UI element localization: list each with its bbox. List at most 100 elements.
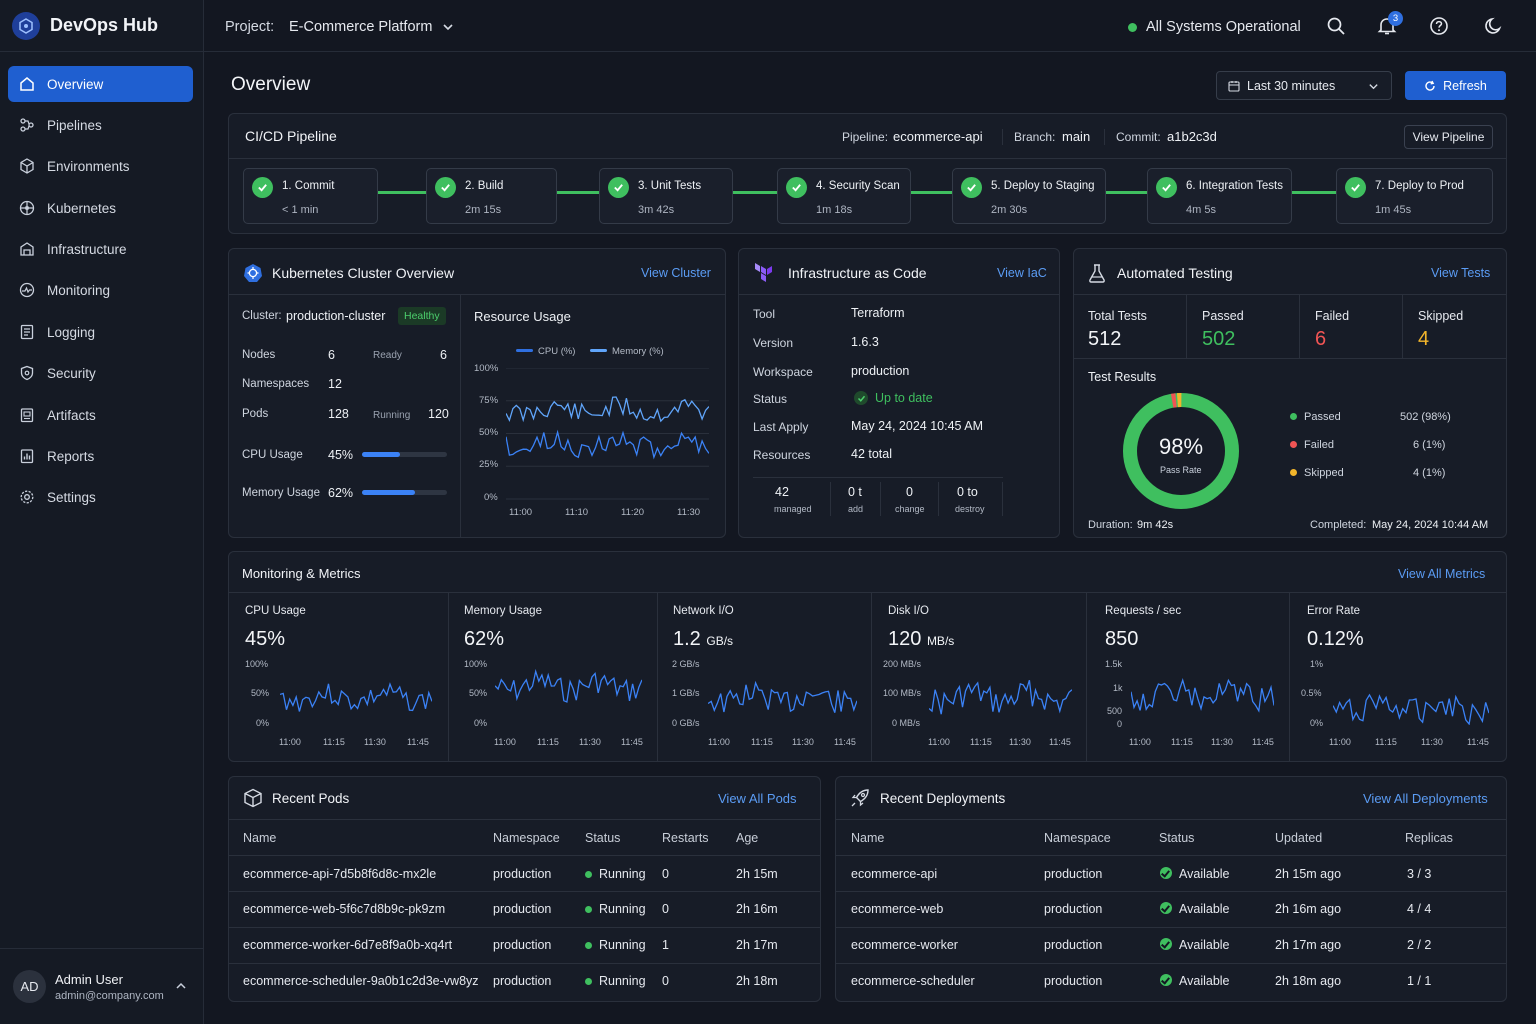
view-iac-link[interactable]: View IaC — [997, 266, 1047, 280]
column-header[interactable]: Namespace — [493, 831, 560, 845]
column-header[interactable]: Replicas — [1405, 831, 1453, 845]
top-header: Project: E-Commerce Platform All Systems… — [204, 0, 1536, 52]
column-header[interactable]: Name — [243, 831, 277, 845]
sidebar-item-kubernetes[interactable]: Kubernetes — [8, 190, 193, 226]
view-tests-link[interactable]: View Tests — [1431, 266, 1491, 280]
pipeline-stage[interactable]: 3. Unit Tests 3m 42s — [599, 168, 733, 224]
sidebar-item-logging[interactable]: Logging — [8, 314, 193, 350]
deployment-name[interactable]: ecommerce-scheduler — [851, 974, 975, 988]
deployment-name[interactable]: ecommerce-web — [851, 902, 944, 916]
check-icon — [608, 177, 629, 198]
refresh-button[interactable]: Refresh — [1405, 71, 1506, 100]
stage-name: 1. Commit — [282, 180, 335, 192]
x-tick: 11:10 — [565, 507, 589, 518]
iac-stat-value: 0 t — [848, 485, 862, 499]
sidebar-item-settings[interactable]: Settings — [8, 479, 193, 515]
deployment-status: Available — [1160, 902, 1230, 916]
project-selector[interactable]: E-Commerce Platform — [289, 14, 454, 40]
skipped-value: 4 — [1418, 328, 1430, 350]
search-icon[interactable] — [1326, 16, 1346, 36]
pipeline-stage[interactable]: 2. Build 2m 15s — [426, 168, 557, 224]
iac-row-value: 42 total — [851, 447, 893, 461]
pipeline-stage[interactable]: 6. Integration Tests 4m 5s — [1147, 168, 1292, 224]
divider — [830, 482, 831, 516]
pod-age: 2h 17m — [736, 938, 778, 952]
table-row[interactable]: ecommerce-web-5f6c7d8b9c-pk9zm productio… — [229, 892, 820, 927]
sidebar-item-monitoring[interactable]: Monitoring — [8, 272, 193, 308]
view-all-metrics-link[interactable]: View All Metrics — [1398, 567, 1486, 581]
legend-label: CPU (%) — [538, 346, 576, 357]
deployment-replicas: 1 / 1 — [1407, 974, 1432, 988]
time-range-select[interactable]: Last 30 minutes — [1216, 71, 1392, 100]
pipeline-stage[interactable]: 1. Commit < 1 min — [243, 168, 378, 224]
nodes-label: Nodes — [242, 349, 276, 361]
x-tick: 11:45 — [1467, 737, 1489, 747]
sidebar-item-security[interactable]: Security — [8, 355, 193, 391]
branch-value: main — [1062, 129, 1091, 144]
pod-name[interactable]: ecommerce-scheduler-9a0b1c2d3e-vw8yz — [243, 974, 479, 988]
brand[interactable]: DevOps Hub — [0, 0, 204, 52]
divider — [1074, 358, 1506, 359]
divider — [229, 963, 820, 964]
table-row[interactable]: ecommerce-worker production Available 2h… — [836, 928, 1506, 963]
stage-connector — [378, 191, 426, 194]
divider — [1186, 295, 1187, 358]
pass-rate-label: Pass Rate — [1160, 465, 1202, 475]
metric-value: 1.2 — [673, 628, 701, 650]
column-header[interactable]: Namespace — [1044, 831, 1111, 845]
column-header[interactable]: Status — [585, 831, 621, 845]
duration-value: 9m 42s — [1137, 519, 1174, 531]
sidebar-item-environments[interactable]: Environments — [8, 148, 193, 184]
pipeline-stage[interactable]: 4. Security Scan 1m 18s — [777, 168, 911, 224]
column-header[interactable]: Restarts — [662, 831, 709, 845]
pod-restarts: 1 — [662, 938, 669, 952]
pod-name[interactable]: ecommerce-web-5f6c7d8b9c-pk9zm — [243, 902, 446, 916]
divider — [1002, 129, 1003, 145]
moon-icon[interactable] — [1484, 16, 1504, 36]
chevron-up-icon[interactable] — [175, 980, 187, 992]
cluster-name: production-cluster — [286, 309, 386, 323]
column-header[interactable]: Name — [851, 831, 885, 845]
column-header[interactable]: Age — [736, 831, 759, 845]
pod-name[interactable]: ecommerce-api-7d5b8f6d8c-mx2le — [243, 867, 437, 881]
pod-name[interactable]: ecommerce-worker-6d7e8f9a0b-xq4rt — [243, 938, 453, 952]
pod-age: 2h 18m — [736, 974, 778, 988]
iac-stat-label: add — [848, 504, 864, 514]
column-header[interactable]: Status — [1159, 831, 1195, 845]
sidebar-item-reports[interactable]: Reports — [8, 438, 193, 474]
pipeline-stage[interactable]: 7. Deploy to Prod 1m 45s — [1336, 168, 1493, 224]
deployment-namespace: production — [1044, 938, 1103, 952]
y-tick: 0 MB/s — [892, 718, 921, 728]
table-row[interactable]: ecommerce-scheduler production Available… — [836, 964, 1506, 999]
iac-row-label: Last Apply — [753, 420, 809, 434]
sidebar-item-infrastructure[interactable]: Infrastructure — [8, 231, 193, 267]
divider — [1402, 295, 1403, 358]
view-pipeline-button[interactable]: View Pipeline — [1404, 125, 1493, 149]
deployment-name[interactable]: ecommerce-worker — [851, 938, 958, 952]
y-tick: 0% — [474, 718, 488, 728]
view-all-deployments-link[interactable]: View All Deployments — [1363, 791, 1488, 806]
table-row[interactable]: ecommerce-web production Available 2h 16… — [836, 892, 1506, 927]
divider — [1289, 593, 1290, 761]
table-row[interactable]: ecommerce-api production Available 2h 15… — [836, 856, 1506, 891]
sidebar-item-overview[interactable]: Overview — [8, 66, 193, 102]
view-cluster-link[interactable]: View Cluster — [641, 266, 711, 280]
pods-value: 128 — [328, 407, 349, 421]
project-label: Project: — [225, 19, 275, 35]
pipeline-value: ecommerce-api — [893, 129, 983, 144]
pipeline-stage[interactable]: 5. Deploy to Staging 2m 30s — [952, 168, 1106, 224]
y-tick: 75% — [479, 395, 499, 406]
table-row[interactable]: ecommerce-api-7d5b8f6d8c-mx2le productio… — [229, 856, 820, 891]
refresh-icon — [1424, 80, 1436, 92]
user-menu[interactable]: AD Admin User admin@company.com — [0, 948, 204, 1024]
sidebar-item-pipelines[interactable]: Pipelines — [8, 107, 193, 143]
help-icon[interactable] — [1429, 16, 1449, 36]
column-header[interactable]: Updated — [1275, 831, 1323, 845]
sidebar-item-artifacts[interactable]: Artifacts — [8, 397, 193, 433]
deployment-updated: 2h 17m ago — [1275, 938, 1342, 952]
divider — [871, 593, 872, 761]
table-row[interactable]: ecommerce-worker-6d7e8f9a0b-xq4rt produc… — [229, 928, 820, 963]
table-row[interactable]: ecommerce-scheduler-9a0b1c2d3e-vw8yz pro… — [229, 964, 820, 999]
deployment-name[interactable]: ecommerce-api — [851, 867, 938, 881]
view-all-pods-link[interactable]: View All Pods — [718, 791, 797, 806]
